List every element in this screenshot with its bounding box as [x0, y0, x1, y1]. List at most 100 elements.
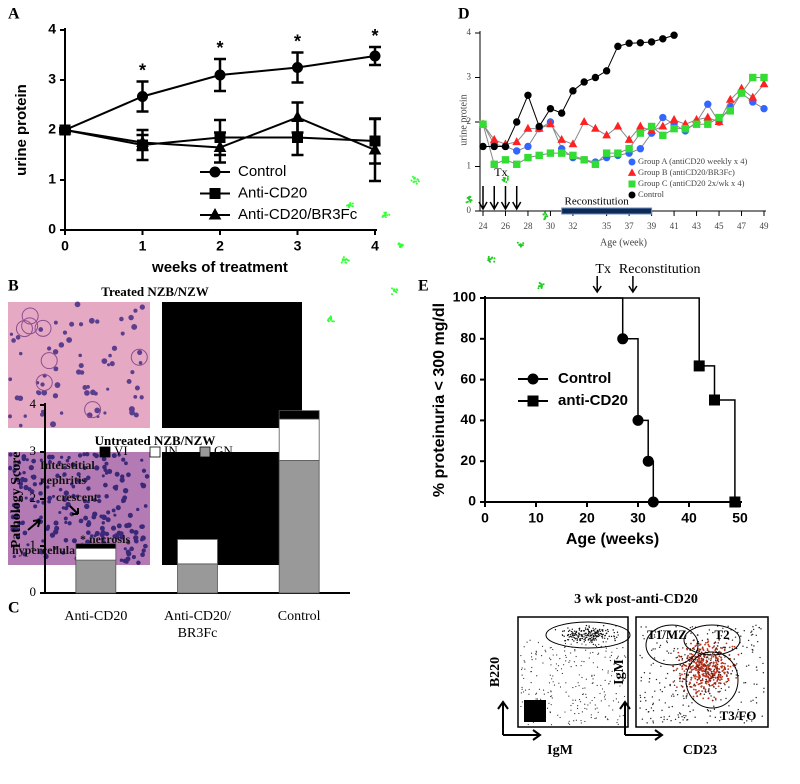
- event: [540, 698, 542, 700]
- legend-swatch: [199, 446, 211, 458]
- nucleus: [22, 470, 26, 475]
- event: [700, 668, 703, 671]
- panel-letter: A: [8, 6, 20, 23]
- marker: [602, 130, 612, 139]
- annotation: Reconstitution: [619, 262, 701, 277]
- event: [523, 646, 525, 648]
- event: [683, 672, 686, 675]
- event: [673, 680, 676, 682]
- event: [719, 682, 722, 685]
- event: [573, 640, 575, 642]
- event: [707, 668, 709, 671]
- axis-label: IgM: [547, 743, 573, 758]
- nucleus: [47, 499, 52, 504]
- event: [585, 693, 587, 695]
- event: [608, 683, 610, 685]
- event: [724, 671, 726, 674]
- event: [542, 689, 545, 691]
- x-tick-label: 49: [760, 221, 770, 231]
- event: [651, 649, 653, 651]
- event: [599, 634, 601, 637]
- fluorescence-spot: [491, 256, 494, 259]
- event: [683, 714, 685, 717]
- event: [546, 707, 549, 709]
- event: [686, 693, 688, 695]
- event: [709, 710, 712, 712]
- event: [556, 669, 559, 672]
- fluorescence-spot: [465, 201, 468, 204]
- x-tick-label: 47: [737, 221, 747, 231]
- event: [570, 704, 572, 707]
- event: [734, 636, 737, 638]
- event: [703, 693, 706, 696]
- event: [663, 716, 665, 718]
- event: [602, 641, 604, 643]
- event: [725, 642, 728, 645]
- bar-segment: [177, 539, 218, 565]
- event: [586, 634, 588, 636]
- event: [648, 681, 650, 683]
- glomerulus: [130, 348, 148, 366]
- nucleus: [104, 461, 109, 466]
- event: [603, 691, 605, 693]
- event: [707, 643, 710, 646]
- event: [716, 645, 719, 647]
- event: [687, 674, 690, 677]
- nucleus: [119, 534, 125, 540]
- event: [716, 659, 719, 662]
- event: [726, 677, 729, 680]
- flow-title: 3 wk post-anti-CD20: [574, 592, 698, 607]
- marker: [628, 180, 636, 188]
- event: [695, 693, 697, 695]
- event: [756, 640, 759, 643]
- event: [695, 681, 698, 684]
- image-annotation: nephritis: [40, 473, 86, 487]
- event: [520, 654, 522, 657]
- event: [585, 644, 587, 646]
- event: [660, 716, 662, 719]
- nucleus: [82, 452, 87, 457]
- event: [523, 677, 525, 680]
- marker: [546, 149, 555, 157]
- nucleus: [55, 473, 60, 479]
- fluorescence-spot: [385, 214, 388, 217]
- fluorescence-spot: [345, 261, 348, 264]
- event: [575, 630, 578, 633]
- y-axis-label: Pathology Score: [9, 452, 24, 549]
- fluorescence-spot: [391, 293, 394, 296]
- event: [540, 655, 543, 657]
- nucleus: [139, 304, 145, 310]
- annotation-arrow: [628, 276, 638, 294]
- event: [733, 645, 736, 648]
- fluorescence-spot: [351, 205, 354, 208]
- fluorescence-spot: [489, 258, 492, 261]
- event: [604, 656, 606, 658]
- marker: [714, 117, 724, 126]
- event: [675, 686, 678, 689]
- event: [590, 714, 592, 716]
- nucleus: [129, 546, 134, 552]
- event: [675, 633, 677, 636]
- marker: [632, 414, 644, 426]
- chart: C0 1 2 3 4 Pathology Score Anti-CD20 Anti-CD20/…: [8, 396, 350, 641]
- event: [709, 678, 711, 680]
- event: [550, 724, 553, 726]
- event: [575, 719, 577, 721]
- event: [543, 693, 545, 695]
- significance-mark: *: [139, 60, 146, 80]
- event: [579, 701, 582, 703]
- event: [597, 653, 599, 656]
- nucleus: [52, 349, 59, 355]
- event: [675, 657, 677, 659]
- event: [729, 665, 732, 668]
- event: [581, 711, 584, 713]
- nucleus: [122, 487, 129, 494]
- event: [522, 691, 525, 693]
- event: [720, 647, 722, 649]
- nucleus: [123, 547, 127, 551]
- legend-swatch: [99, 446, 111, 458]
- event: [721, 675, 724, 678]
- marker: [501, 142, 510, 151]
- event: [545, 651, 547, 653]
- nucleus: [133, 412, 139, 418]
